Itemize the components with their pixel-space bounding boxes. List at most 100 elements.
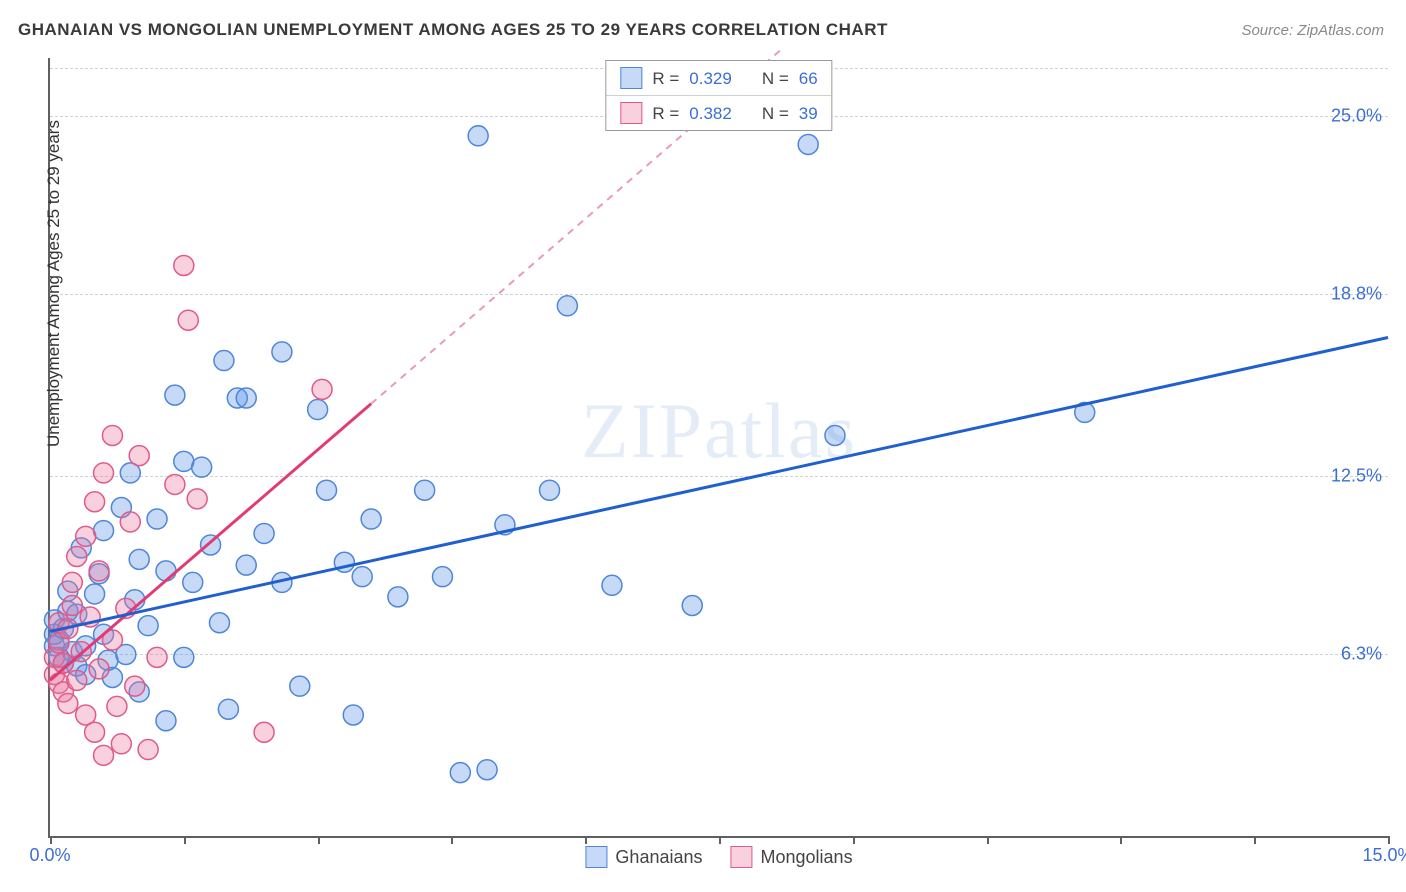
series-legend-item-ghanaians: Ghanaians: [585, 846, 702, 868]
source-label: Source: ZipAtlas.com: [1241, 22, 1384, 39]
x-tick: [1254, 836, 1256, 844]
data-point: [236, 388, 256, 408]
correlation-legend-row-mongolians: R = 0.382 N = 39: [606, 95, 831, 130]
correlation-legend: R = 0.329 N = 66 R = 0.382 N = 39: [605, 60, 832, 131]
data-point: [174, 451, 194, 471]
x-tick-label: 15.0%: [1362, 845, 1406, 866]
data-point: [62, 572, 82, 592]
data-point: [183, 572, 203, 592]
x-tick: [1388, 836, 1390, 844]
r-value-ghanaians: 0.329: [689, 70, 732, 87]
data-point: [468, 126, 488, 146]
data-point: [67, 670, 87, 690]
data-point: [388, 587, 408, 607]
data-point: [138, 740, 158, 760]
data-point: [129, 549, 149, 569]
data-point: [218, 699, 238, 719]
n-label: N =: [762, 70, 789, 87]
swatch-mongolians: [620, 102, 642, 124]
data-point: [415, 480, 435, 500]
data-point: [156, 711, 176, 731]
x-tick: [451, 836, 453, 844]
data-point: [174, 647, 194, 667]
data-point: [254, 523, 274, 543]
data-point: [138, 616, 158, 636]
trend-line: [50, 338, 1388, 632]
data-point: [111, 734, 131, 754]
swatch-mongolians: [731, 846, 753, 868]
data-point: [125, 676, 145, 696]
data-point: [85, 722, 105, 742]
r-label: R =: [652, 70, 679, 87]
data-point: [187, 489, 207, 509]
data-point: [361, 509, 381, 529]
x-tick-label: 0.0%: [29, 845, 70, 866]
data-point: [94, 745, 114, 765]
data-point: [798, 134, 818, 154]
data-point: [147, 647, 167, 667]
data-point: [343, 705, 363, 725]
data-point: [107, 696, 127, 716]
data-point: [174, 255, 194, 275]
data-point: [89, 659, 109, 679]
x-tick: [50, 836, 52, 844]
data-point: [540, 480, 560, 500]
data-point: [192, 457, 212, 477]
data-point: [89, 561, 109, 581]
data-point: [129, 446, 149, 466]
swatch-ghanaians: [585, 846, 607, 868]
data-point: [682, 595, 702, 615]
series-name: Mongolians: [761, 847, 853, 868]
data-point: [308, 400, 328, 420]
n-label: N =: [762, 105, 789, 122]
data-point: [85, 584, 105, 604]
data-point: [477, 760, 497, 780]
series-name: Ghanaians: [615, 847, 702, 868]
plot-area: Unemployment Among Ages 25 to 29 years Z…: [48, 58, 1388, 838]
x-tick: [853, 836, 855, 844]
data-point: [557, 296, 577, 316]
data-point: [272, 342, 292, 362]
data-point: [94, 521, 114, 541]
n-value-mongolians: 39: [799, 105, 818, 122]
data-point: [120, 512, 140, 532]
r-label: R =: [652, 105, 679, 122]
data-point: [214, 351, 234, 371]
data-point: [156, 561, 176, 581]
data-point: [317, 480, 337, 500]
trend-line: [50, 404, 371, 681]
series-legend-item-mongolians: Mongolians: [731, 846, 853, 868]
data-point: [165, 385, 185, 405]
n-value-ghanaians: 66: [799, 70, 818, 87]
correlation-legend-row-ghanaians: R = 0.329 N = 66: [606, 61, 831, 95]
data-point: [236, 555, 256, 575]
x-tick: [719, 836, 721, 844]
swatch-ghanaians: [620, 67, 642, 89]
data-point: [76, 526, 96, 546]
x-tick: [585, 836, 587, 844]
x-tick: [184, 836, 186, 844]
data-point: [209, 613, 229, 633]
data-point: [62, 595, 82, 615]
data-point: [147, 509, 167, 529]
data-point: [450, 763, 470, 783]
data-point: [290, 676, 310, 696]
data-point: [102, 425, 122, 445]
data-point: [352, 567, 372, 587]
data-point: [254, 722, 274, 742]
data-point: [825, 425, 845, 445]
data-point: [432, 567, 452, 587]
chart-svg: [50, 58, 1388, 836]
data-point: [94, 463, 114, 483]
r-value-mongolians: 0.382: [689, 105, 732, 122]
data-point: [178, 310, 198, 330]
data-point: [165, 474, 185, 494]
x-tick: [1120, 836, 1122, 844]
x-tick: [987, 836, 989, 844]
series-legend: Ghanaians Mongolians: [585, 846, 852, 868]
data-point: [67, 546, 87, 566]
data-point: [58, 693, 78, 713]
data-point: [602, 575, 622, 595]
chart-title: GHANAIAN VS MONGOLIAN UNEMPLOYMENT AMONG…: [18, 20, 888, 40]
x-tick: [318, 836, 320, 844]
